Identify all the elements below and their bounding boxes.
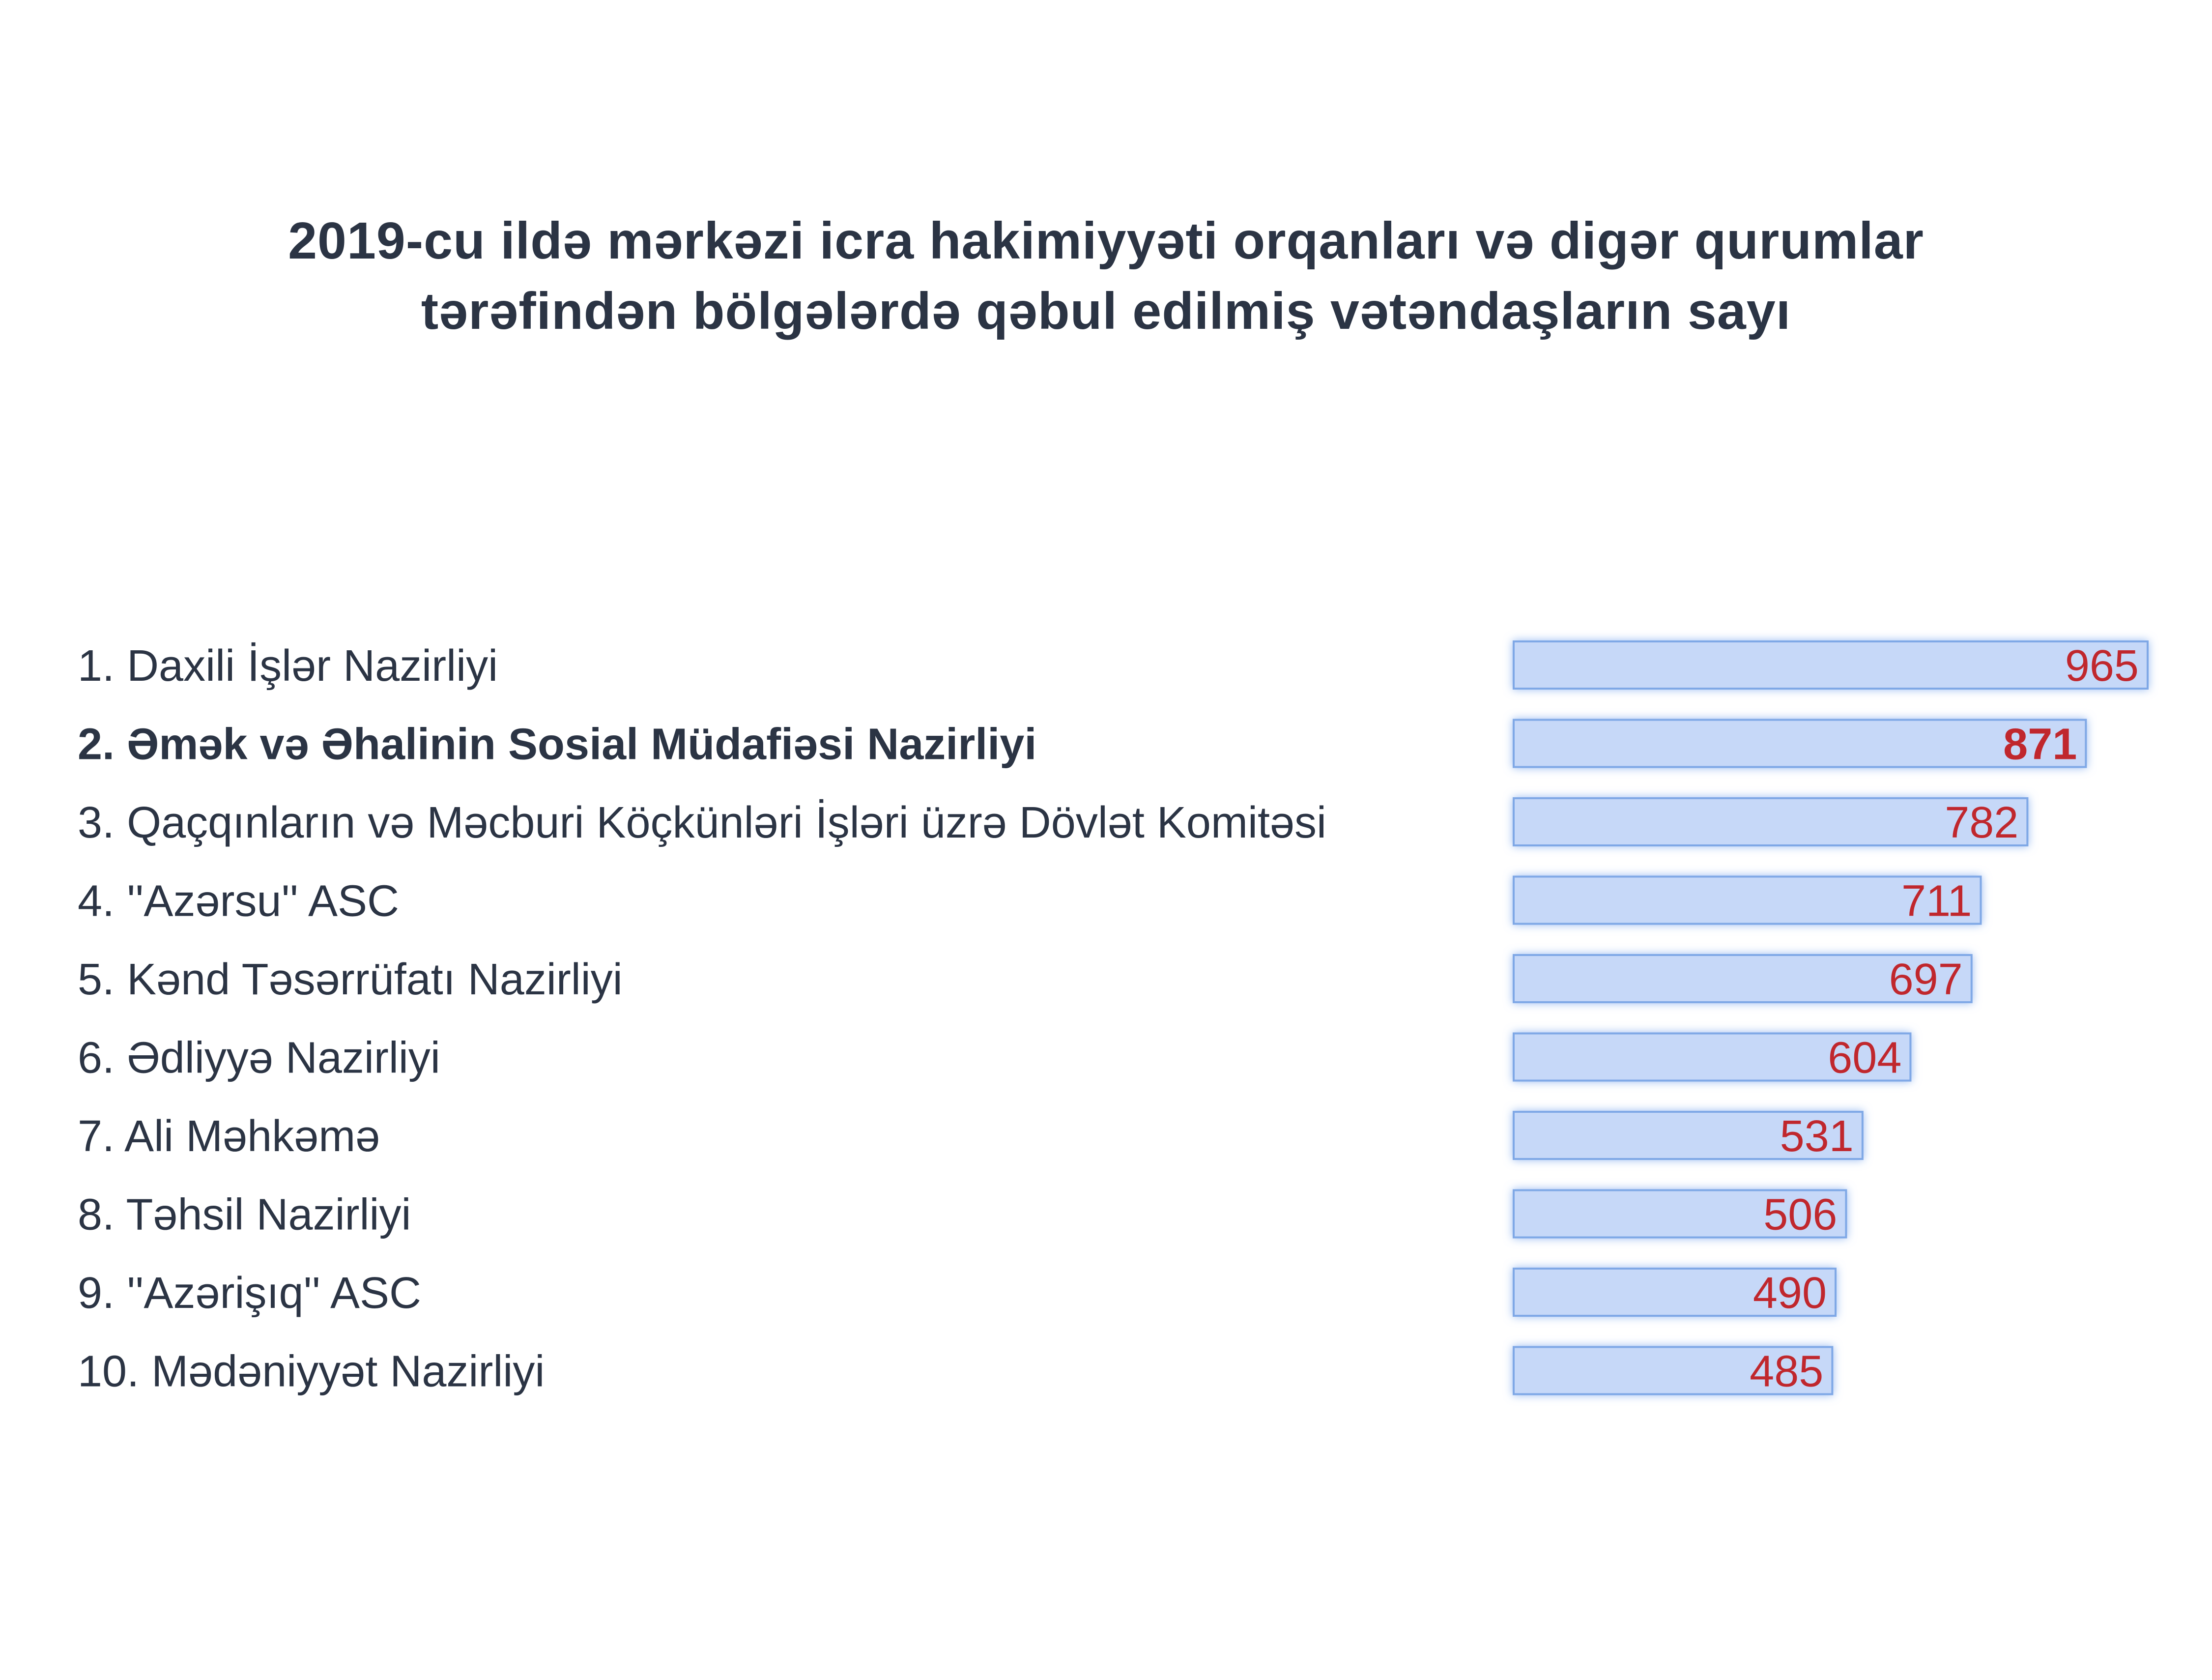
bar: [1513, 875, 1982, 925]
bar: [1513, 954, 1973, 1003]
category-label: 6. Ədliyyə Nazirliyi: [78, 1034, 440, 1083]
bar: [1513, 1268, 1837, 1317]
category-label: 7. Ali Məhkəmə: [78, 1112, 380, 1161]
category-label: 5. Kənd Təsərrüfatı Nazirliyi: [78, 955, 623, 1004]
value-label: 965: [2065, 641, 2139, 691]
category-label: 1. Daxili İşlər Nazirliyi: [78, 641, 498, 691]
value-label: 711: [1901, 877, 1972, 926]
category-label: 9. ''Azərişıq'' ASC: [78, 1269, 421, 1318]
category-label: 10. Mədəniyyət Nazirliyi: [78, 1347, 545, 1396]
bar: [1513, 719, 2087, 768]
bar: [1513, 640, 2149, 690]
chart-title-line-2: tərəfindən bölgələrdə qəbul edilmiş vətə…: [421, 282, 1791, 340]
bar-rows: 1. Daxili İşlər Nazirliyi 965 2. Əmək və Ə…: [78, 640, 2149, 1396]
value-label: 604: [1828, 1034, 1901, 1083]
value-label: 782: [1945, 798, 2018, 847]
value-label: 485: [1750, 1347, 1823, 1396]
value-label: 506: [1763, 1190, 1837, 1240]
bar: [1513, 1032, 1912, 1082]
value-label: 697: [1889, 955, 1963, 1004]
bar: [1513, 797, 2029, 846]
chart-title-line-1: 2019-cu ildə mərkəzi icra hakimiyyəti or…: [288, 212, 1924, 270]
category-label: 3. Qaçqınların və Məcburi Köçkünləri İşl…: [78, 798, 1326, 847]
category-label: 8. Təhsil Nazirliyi: [78, 1190, 411, 1240]
bar: [1513, 1189, 1847, 1239]
category-label: 4. ''Azərsu'' ASC: [78, 877, 399, 926]
value-label: 531: [1780, 1112, 1854, 1161]
value-label: 490: [1753, 1269, 1827, 1318]
bar: [1513, 1346, 1834, 1395]
category-label: 2. Əmək və Əhalinin Sosial Müdafiəsi Naz…: [78, 720, 1036, 769]
value-label: 871: [2003, 720, 2077, 769]
bar: [1513, 1111, 1864, 1160]
